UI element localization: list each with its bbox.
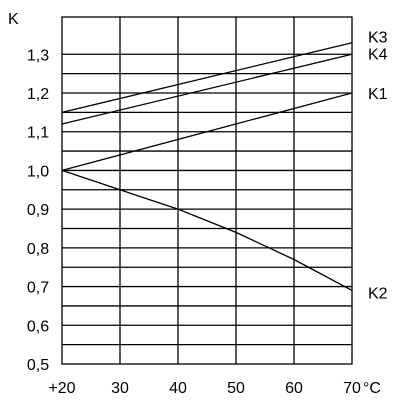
series-line-k1 — [61, 92, 353, 172]
x-tick-label: +20 — [48, 380, 75, 397]
series-label-k3: K3 — [368, 30, 388, 47]
y-tick-label: 0,6 — [27, 318, 49, 335]
plot-frame — [61, 16, 353, 365]
y-tick-label: 1,2 — [27, 86, 49, 103]
x-tick-label: 40 — [169, 380, 187, 397]
y-tick-label: 1,0 — [27, 163, 49, 180]
y-tick-label: 0,9 — [27, 202, 49, 219]
series-label-k2: K2 — [368, 285, 388, 302]
y-tick-label: 0,5 — [27, 357, 49, 374]
x-tick-label: 50 — [227, 380, 245, 397]
y-tick-label: 1,3 — [27, 47, 49, 64]
x-tick-label: 60 — [285, 380, 303, 397]
y-tick-label: 0,8 — [27, 241, 49, 258]
series-lines — [61, 42, 353, 291]
series-line-k3 — [61, 42, 353, 114]
series-line-k2 — [61, 169, 353, 291]
series-label-k4: K4 — [368, 46, 388, 63]
y-tick-label: 1,1 — [27, 125, 49, 142]
x-tick-label: 30 — [111, 380, 129, 397]
x-axis-unit-label: °C — [363, 380, 381, 397]
x-tick-label: 70 — [343, 380, 361, 397]
tick-labels: 0,5 0,6 0,7 0,8 0,9 1,0 1,1 1,2 1,3 +20 30 40 50 60 70… — [27, 30, 388, 397]
series-line-k4 — [61, 53, 353, 125]
grid — [61, 16, 353, 365]
y-axis-label: K — [8, 11, 19, 28]
y-tick-label: 0,7 — [27, 280, 49, 297]
series-label-k1: K1 — [368, 86, 388, 103]
